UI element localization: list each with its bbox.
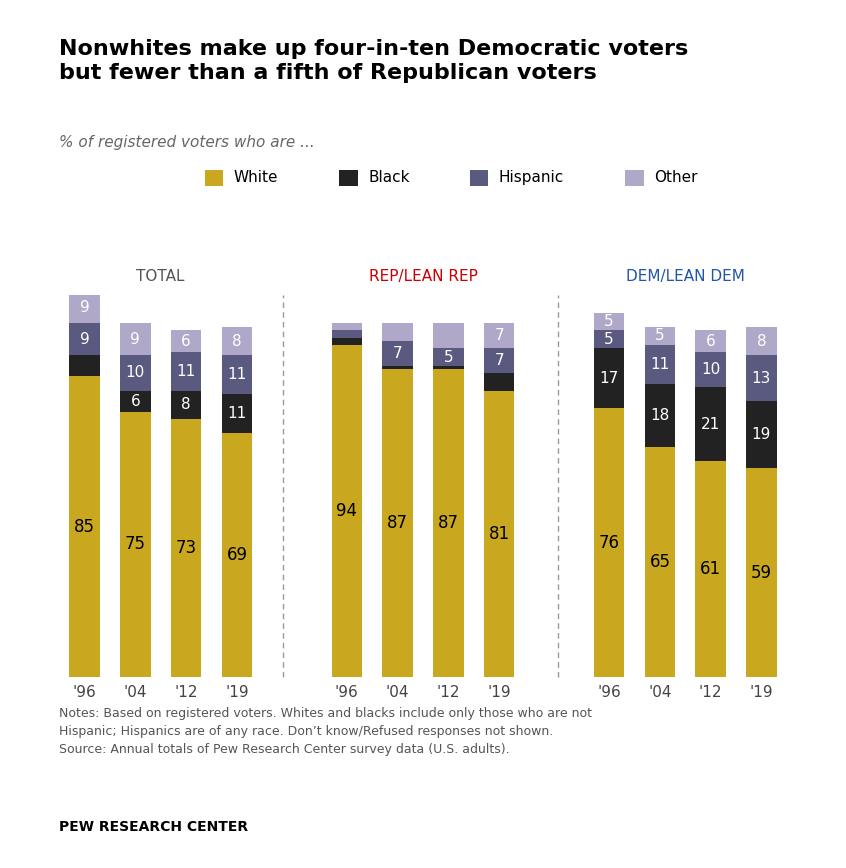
Bar bbox=[171, 419, 201, 677]
Text: 7: 7 bbox=[494, 353, 504, 368]
Text: 5: 5 bbox=[655, 328, 665, 343]
Title: TOTAL: TOTAL bbox=[136, 269, 185, 284]
Bar bbox=[120, 391, 151, 411]
Text: 8: 8 bbox=[181, 398, 191, 412]
Bar bbox=[120, 355, 151, 391]
Bar bbox=[120, 411, 151, 677]
Text: PEW RESEARCH CENTER: PEW RESEARCH CENTER bbox=[59, 820, 249, 834]
Text: 6: 6 bbox=[706, 333, 716, 349]
Bar bbox=[222, 433, 252, 677]
Text: 8: 8 bbox=[756, 333, 766, 349]
Text: Nonwhites make up four-in-ten Democratic voters
but fewer than a fifth of Republ: Nonwhites make up four-in-ten Democratic… bbox=[59, 39, 689, 83]
Bar bbox=[382, 365, 413, 370]
Bar bbox=[382, 324, 413, 341]
Text: Notes: Based on registered voters. Whites and blacks include only those who are : Notes: Based on registered voters. White… bbox=[59, 707, 592, 756]
Bar bbox=[645, 384, 675, 447]
Text: 85: 85 bbox=[74, 517, 95, 536]
Bar bbox=[484, 348, 514, 373]
Text: 81: 81 bbox=[489, 525, 509, 542]
Bar bbox=[645, 447, 675, 677]
Text: 87: 87 bbox=[387, 514, 408, 532]
Text: 61: 61 bbox=[700, 560, 721, 578]
Text: 21: 21 bbox=[701, 417, 720, 431]
Bar bbox=[222, 355, 252, 394]
Text: 5: 5 bbox=[443, 350, 453, 365]
Bar bbox=[69, 324, 100, 355]
Text: 75: 75 bbox=[125, 536, 146, 554]
Bar bbox=[484, 391, 514, 677]
Text: 9: 9 bbox=[80, 332, 90, 347]
Bar bbox=[433, 348, 464, 365]
Text: 18: 18 bbox=[651, 408, 669, 423]
Text: 11: 11 bbox=[651, 357, 669, 372]
Bar bbox=[69, 355, 100, 377]
Text: 9: 9 bbox=[80, 300, 90, 315]
Bar bbox=[594, 348, 624, 408]
Text: 69: 69 bbox=[227, 546, 247, 564]
Text: 6: 6 bbox=[130, 394, 140, 409]
Bar bbox=[433, 324, 464, 348]
Text: Other: Other bbox=[654, 170, 697, 186]
Bar bbox=[69, 377, 100, 677]
Bar bbox=[484, 324, 514, 348]
Bar bbox=[433, 370, 464, 677]
Bar bbox=[645, 327, 675, 345]
Bar bbox=[69, 292, 100, 324]
Text: 10: 10 bbox=[126, 365, 145, 380]
Bar bbox=[222, 394, 252, 433]
Text: % of registered voters who are ...: % of registered voters who are ... bbox=[59, 135, 315, 149]
Text: 94: 94 bbox=[337, 502, 357, 520]
Text: 73: 73 bbox=[176, 539, 196, 557]
Text: 19: 19 bbox=[752, 427, 771, 443]
Bar bbox=[645, 345, 675, 384]
Text: 11: 11 bbox=[177, 364, 195, 378]
Text: 6: 6 bbox=[181, 333, 191, 349]
Bar bbox=[382, 370, 413, 677]
Bar bbox=[171, 331, 201, 352]
Title: DEM/LEAN DEM: DEM/LEAN DEM bbox=[626, 269, 744, 284]
Bar bbox=[433, 365, 464, 370]
Bar bbox=[695, 352, 726, 387]
Text: 11: 11 bbox=[228, 367, 246, 382]
Bar bbox=[594, 331, 624, 348]
Bar bbox=[695, 387, 726, 461]
Text: 5: 5 bbox=[604, 314, 614, 329]
Text: 87: 87 bbox=[438, 514, 459, 532]
Bar bbox=[332, 338, 362, 345]
Bar bbox=[171, 352, 201, 391]
Bar bbox=[695, 331, 726, 352]
Bar bbox=[695, 461, 726, 677]
Bar bbox=[171, 391, 201, 419]
Bar bbox=[332, 345, 362, 677]
Bar bbox=[746, 469, 777, 677]
Bar bbox=[746, 355, 777, 401]
Bar bbox=[382, 341, 413, 365]
Text: 59: 59 bbox=[751, 563, 772, 582]
Bar bbox=[332, 331, 362, 338]
Text: 10: 10 bbox=[701, 362, 720, 377]
Bar bbox=[332, 324, 362, 331]
Text: 17: 17 bbox=[600, 371, 618, 385]
Text: 11: 11 bbox=[228, 406, 246, 421]
Bar bbox=[222, 327, 252, 355]
Text: 7: 7 bbox=[393, 346, 403, 361]
Text: 76: 76 bbox=[599, 534, 619, 552]
Bar bbox=[120, 324, 151, 355]
Bar bbox=[594, 408, 624, 677]
Bar bbox=[746, 327, 777, 355]
Bar bbox=[746, 401, 777, 469]
Text: 7: 7 bbox=[494, 328, 504, 343]
Text: 65: 65 bbox=[650, 553, 670, 571]
Text: 13: 13 bbox=[752, 371, 771, 385]
Text: Black: Black bbox=[368, 170, 409, 186]
Bar bbox=[594, 312, 624, 331]
Text: 9: 9 bbox=[130, 332, 140, 347]
Text: Hispanic: Hispanic bbox=[498, 170, 563, 186]
Text: 5: 5 bbox=[604, 332, 614, 347]
Bar bbox=[484, 373, 514, 391]
Text: 8: 8 bbox=[232, 333, 242, 349]
Text: White: White bbox=[233, 170, 278, 186]
Title: REP/LEAN REP: REP/LEAN REP bbox=[369, 269, 477, 284]
